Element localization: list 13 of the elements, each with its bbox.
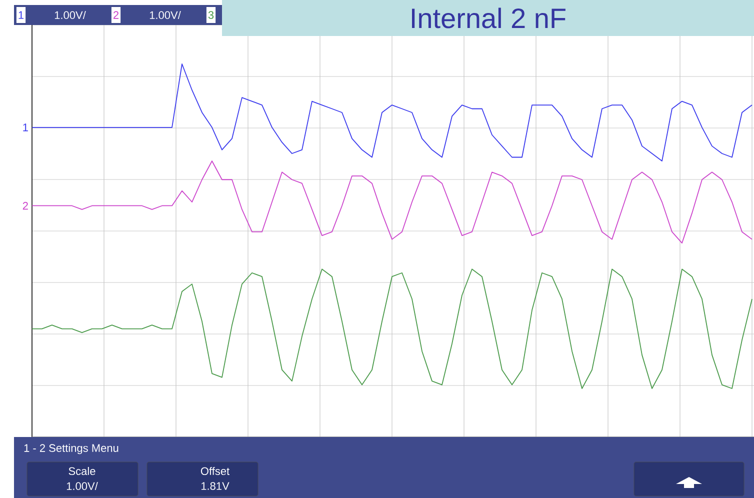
text: Offset <box>200 466 230 476</box>
series-label: 2 <box>22 202 28 210</box>
text: 3 <box>208 11 214 19</box>
text: 1.00V/ <box>150 10 181 20</box>
text: 2 <box>113 11 119 19</box>
text: Scale <box>68 466 96 476</box>
series-label: 1 <box>23 124 28 132</box>
text: 1 <box>18 11 24 19</box>
text: 1.81V <box>201 482 230 490</box>
text: 1.00V/ <box>54 10 86 20</box>
text: 1.00V/ <box>66 482 98 490</box>
chart-title: Internal 2 nF <box>412 8 566 28</box>
text: 1 - 2 Settings Menu <box>24 444 118 454</box>
